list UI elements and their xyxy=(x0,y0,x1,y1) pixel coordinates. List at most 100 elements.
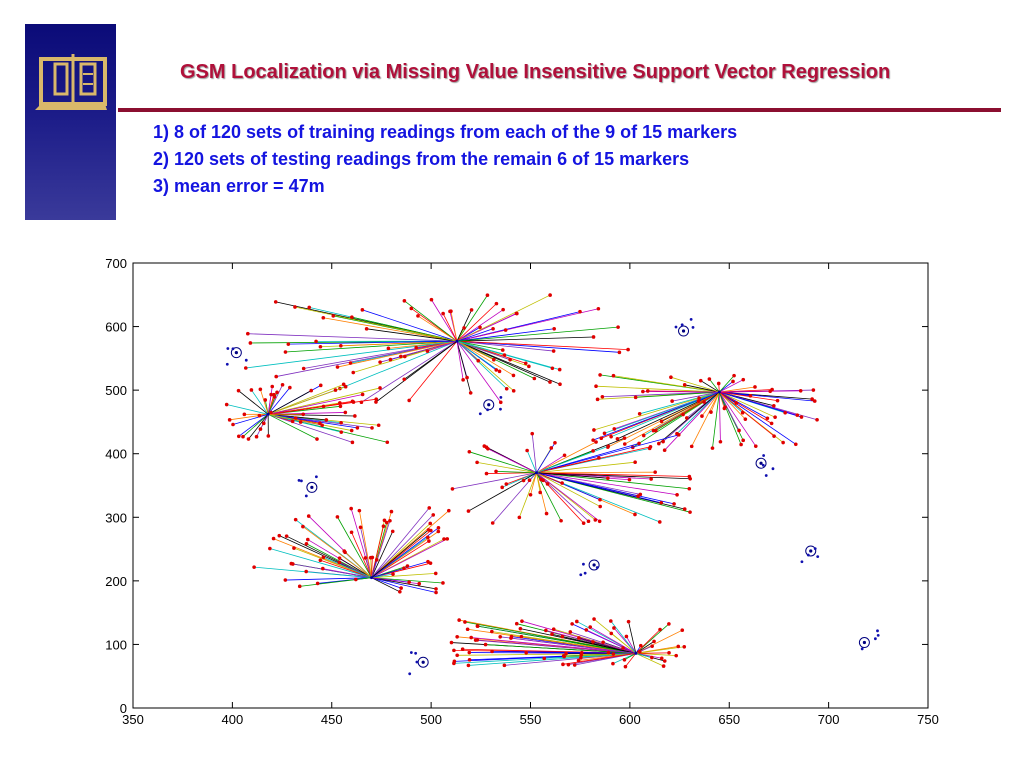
estimate-point xyxy=(353,414,357,418)
estimate-point xyxy=(374,400,378,404)
x-tick-label: 600 xyxy=(619,712,641,727)
estimate-point xyxy=(598,373,602,377)
error-line xyxy=(456,340,479,361)
estimate-point xyxy=(676,644,681,649)
estimate-point xyxy=(674,653,678,658)
estimate-point xyxy=(463,620,467,624)
test-reading-point xyxy=(860,647,864,651)
error-line xyxy=(361,340,458,403)
estimate-point xyxy=(732,373,736,378)
error-line xyxy=(323,317,458,342)
estimate-point xyxy=(538,490,542,495)
error-line xyxy=(718,391,742,445)
error-line xyxy=(701,391,720,417)
estimate-point xyxy=(657,441,661,446)
estimate-point xyxy=(648,444,653,449)
estimate-point xyxy=(349,428,354,433)
estimate-point xyxy=(298,420,303,424)
error-line xyxy=(486,472,537,474)
test-reading-point xyxy=(297,478,301,482)
estimate-point xyxy=(315,581,320,586)
estimate-point xyxy=(509,636,513,640)
estimate-point xyxy=(528,493,533,497)
test-reading-point xyxy=(876,633,880,637)
estimate-point xyxy=(602,431,607,436)
test-reading-point xyxy=(415,660,419,664)
error-line xyxy=(477,625,636,654)
error-line xyxy=(536,472,662,504)
estimate-point xyxy=(594,440,598,444)
estimate-point xyxy=(591,335,596,339)
error-line xyxy=(536,472,541,493)
error-line xyxy=(358,510,372,578)
estimate-point xyxy=(622,436,627,440)
estimate-point xyxy=(594,384,598,388)
test-reading-point xyxy=(226,347,230,350)
estimate-point xyxy=(343,410,348,415)
estimate-point xyxy=(354,577,358,582)
estimate-point xyxy=(290,562,295,566)
estimate-point xyxy=(269,410,273,415)
error-line xyxy=(613,375,720,393)
error-line xyxy=(700,380,720,393)
error-line xyxy=(268,387,381,415)
estimate-point xyxy=(739,442,743,447)
estimate-point xyxy=(339,343,343,348)
error-line xyxy=(719,375,735,393)
estimate-point xyxy=(772,434,776,438)
estimate-point xyxy=(402,566,406,570)
error-line xyxy=(456,326,619,342)
estimate-point xyxy=(274,374,279,379)
error-line xyxy=(362,309,458,342)
estimate-point xyxy=(633,395,638,400)
estimate-point xyxy=(467,650,472,655)
error-line xyxy=(456,309,472,342)
estimate-point xyxy=(611,652,616,656)
estimate-point xyxy=(700,414,704,418)
error-line xyxy=(624,652,637,661)
error-line xyxy=(625,653,637,667)
estimate-point xyxy=(609,434,613,439)
error-line xyxy=(268,394,363,415)
estimate-point xyxy=(427,539,431,543)
estimate-point xyxy=(449,309,453,314)
estimate-point xyxy=(783,411,787,415)
estimate-point xyxy=(266,434,271,438)
test-marker-point xyxy=(487,403,491,407)
error-line xyxy=(371,538,448,579)
estimate-point xyxy=(511,389,516,393)
estimate-point xyxy=(351,370,356,375)
estimate-point xyxy=(460,647,465,652)
error-line xyxy=(259,389,269,415)
estimate-point xyxy=(357,508,362,513)
estimate-point xyxy=(391,572,395,576)
estimate-point xyxy=(468,391,473,395)
estimate-point xyxy=(374,558,379,562)
estimate-point xyxy=(542,656,547,661)
error-line xyxy=(285,340,457,353)
estimate-point xyxy=(595,397,600,402)
estimate-point xyxy=(284,534,289,538)
error-line xyxy=(718,391,757,447)
estimate-point xyxy=(550,632,554,637)
estimate-point xyxy=(490,649,494,654)
error-line xyxy=(371,577,401,593)
estimate-point xyxy=(473,638,478,642)
estimate-point xyxy=(502,353,507,357)
error-line xyxy=(536,472,678,496)
error-line xyxy=(719,391,775,437)
estimate-point xyxy=(497,369,502,374)
error-line xyxy=(536,434,679,474)
estimate-point xyxy=(263,398,268,402)
error-line xyxy=(268,386,346,415)
estimate-point xyxy=(351,400,356,404)
estimate-point xyxy=(465,627,470,632)
error-line xyxy=(496,470,537,474)
estimate-point xyxy=(349,506,353,511)
estimate-point xyxy=(425,349,430,353)
error-line xyxy=(536,472,690,477)
estimate-point xyxy=(560,634,565,639)
error-line xyxy=(502,472,537,488)
estimate-point xyxy=(283,578,288,582)
